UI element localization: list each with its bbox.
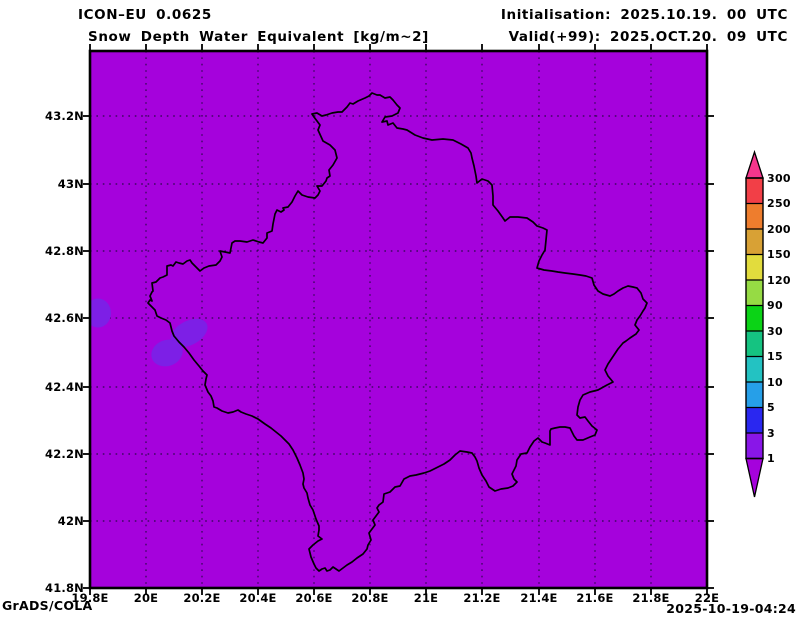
colorbar-segment [746,433,763,459]
colorbar-tick-label: 150 [767,248,791,261]
colorbar-tick-label: 15 [767,350,783,363]
colorbar-tick-label: 300 [767,171,791,185]
shaded-field-background [90,51,707,588]
x-tick-label: 21.8E [632,591,670,605]
colorbar-tick-label: 200 [767,222,791,236]
x-tick-label: 20.8E [351,591,389,605]
x-tick-label: 22E [694,591,720,605]
x-tick-label: 20.2E [183,591,221,605]
colorbar-segment [746,331,763,357]
colorbar-tick-label: 3 [767,426,775,440]
x-tick-label: 21.2E [463,591,501,605]
y-tick-label: 43N [57,177,84,191]
y-tick-label: 42.2N [45,447,84,461]
colorbar-segment [746,407,763,433]
y-tick-label: 42.8N [45,244,84,258]
graticule-grid-lines [90,51,707,588]
snow-anomaly-patches [90,298,208,367]
colorbar-segment [746,178,763,204]
x-tick-label: 20E [133,591,159,605]
colorbar-tick-label: 5 [767,401,775,414]
x-tick-label: 21.4E [520,591,558,605]
y-tick-label: 42.4N [45,380,84,394]
model-title: ICON–EU 0.0625 [78,7,212,23]
colorbar-segment [746,305,763,331]
colorbar-tick-label: 120 [767,273,791,287]
colorbar-bottom-arrow [745,457,764,498]
x-tick-label: 21E [413,591,439,605]
anomaly-patch [151,339,183,367]
colorbar-tick-label: 90 [767,299,783,312]
plot-frame [88,49,709,590]
y-tick-label: 43.2N [45,109,84,123]
colorbar-tick-label: 1 [767,452,775,465]
x-tick-label: 19.8E [71,591,109,605]
colorbar-segment [746,382,763,408]
colorbar-top-arrow [745,149,764,179]
colorbar-tick-label: 10 [767,375,783,389]
anomaly-patch [90,298,111,328]
axis-tick-marks [83,44,714,595]
colorbar-tick-label: 250 [767,197,791,210]
colorbar-segment [746,203,763,229]
colorbar-segment [746,356,763,382]
anomaly-patch [170,318,208,348]
grads-credit: GrADS/COLA [2,598,93,613]
y-tick-label: 42.6N [45,311,84,325]
variable-title: Snow Depth Water Equivalent [kg/m~2] [88,29,429,45]
kosovo-border-path [147,92,648,572]
creation-timestamp: 2025-10-19-04:24 [666,601,796,616]
colorbar-tick-label: 30 [767,324,783,338]
y-tick-label: 42N [57,514,84,528]
colorbar-segment [746,280,763,306]
colorbar-segment [746,254,763,280]
y-tick-label: 41.8N [45,581,84,595]
colorbar [745,149,764,498]
x-tick-label: 21.6E [576,591,614,605]
colorbar-segment [746,229,763,255]
init-time-label: Initialisation: 2025.10.19. 00 UTC [500,7,788,23]
x-tick-label: 20.6E [295,591,333,605]
valid-time-label: Valid(+99): 2025.OCT.20. 09 UTC [508,29,788,45]
x-tick-label: 20.4E [239,591,277,605]
